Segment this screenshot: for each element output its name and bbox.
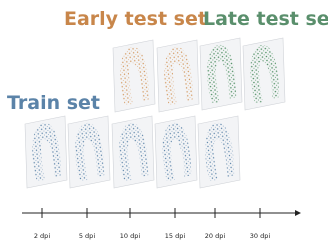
timeline-label: 10 dpi	[120, 232, 141, 240]
figure: Early test set Late test set Train set 2…	[0, 0, 328, 243]
tissue-panel	[25, 116, 67, 188]
timeline-label: 30 dpi	[250, 232, 271, 240]
timeline-label: 20 dpi	[205, 232, 226, 240]
timeline-label: 15 dpi	[165, 232, 186, 240]
timeline-label: 5 dpi	[79, 232, 95, 240]
tissue-panel	[113, 40, 155, 112]
train-title: Train set	[7, 92, 100, 114]
tissue-panel	[198, 116, 240, 188]
tissue-panel	[68, 116, 110, 188]
timeline-label: 2 dpi	[34, 232, 50, 240]
late-title: Late test set	[203, 8, 328, 30]
tissue-panel	[157, 40, 199, 112]
tissue-panel	[243, 38, 285, 110]
tissue-panel	[155, 116, 197, 188]
diagram: Early test set Late test set Train set 2…	[0, 0, 328, 243]
tissue-panel	[200, 38, 242, 110]
early-title: Early test set	[64, 8, 207, 30]
tissue-panel	[112, 116, 154, 188]
